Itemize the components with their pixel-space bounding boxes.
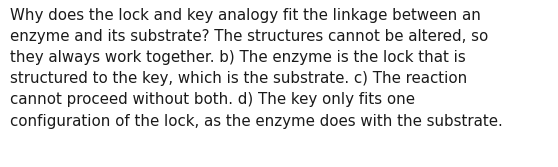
Text: Why does the lock and key analogy fit the linkage between an
enzyme and its subs: Why does the lock and key analogy fit th… [10, 8, 503, 129]
